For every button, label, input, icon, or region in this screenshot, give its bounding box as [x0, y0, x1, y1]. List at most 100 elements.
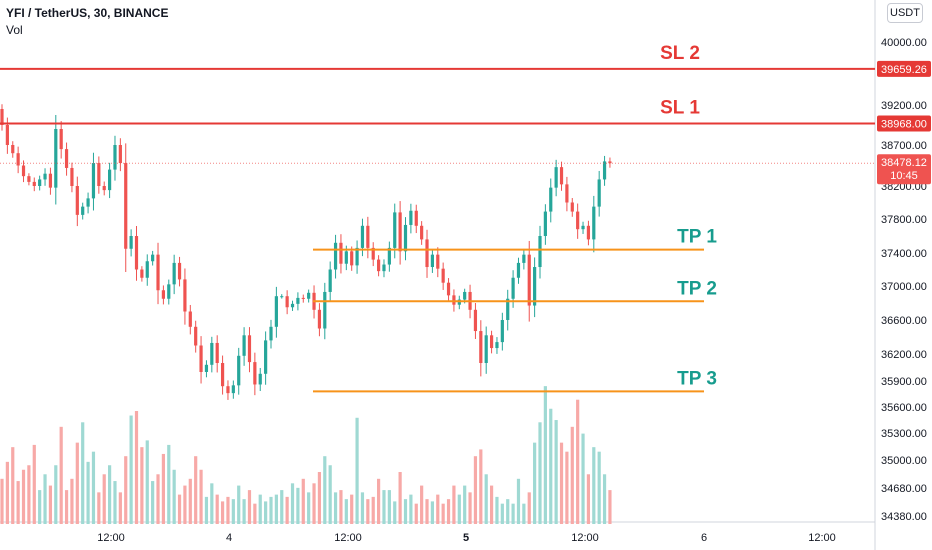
price-axis-tick: 34680.00 [881, 483, 927, 495]
volume-bar [194, 456, 198, 524]
volume-bar [393, 501, 397, 524]
volume-bar [543, 386, 547, 524]
candle-body [393, 212, 397, 248]
volume-bar [516, 478, 521, 524]
volume-bar [38, 490, 42, 524]
candle-body [549, 187, 553, 212]
price-axis-tick: 37400.00 [881, 248, 927, 260]
volume-bar [156, 474, 160, 524]
volume-bar [231, 499, 235, 524]
volume-bar [565, 451, 569, 524]
candle-body [446, 282, 451, 296]
price-axis-tick: 35600.00 [881, 402, 927, 414]
volume-bar [559, 442, 564, 524]
price-axis-tick: 35900.00 [881, 376, 927, 388]
volume-bar [570, 426, 574, 524]
candle-body [333, 242, 338, 270]
volume-bar [430, 501, 434, 524]
last-price-value: 38478.12 [881, 157, 927, 169]
candle-body [576, 211, 580, 230]
candle-body [436, 254, 440, 269]
volume-bar [253, 503, 257, 524]
candle-body [27, 176, 31, 182]
volume-indicator-label[interactable]: Vol [6, 23, 23, 37]
volume-bar [237, 485, 241, 524]
candle-body [258, 373, 262, 385]
volume-bar [16, 481, 20, 524]
volume-bar [500, 503, 504, 524]
candle-body [511, 277, 515, 299]
volume-bar [350, 494, 354, 524]
time-axis-tick: 6 [701, 532, 707, 544]
candle-body [328, 269, 332, 292]
volume-bar [441, 503, 445, 524]
volume-bar [473, 456, 478, 524]
volume-bar [425, 499, 429, 524]
candle-body [253, 362, 257, 385]
volume-bar [554, 420, 558, 524]
volume-bar [215, 494, 219, 524]
volume-bar [484, 474, 488, 524]
candle-body [382, 264, 386, 272]
volume-bar [377, 478, 381, 524]
candle-body [339, 242, 343, 264]
candle-body [360, 225, 365, 248]
candle-body [570, 202, 574, 212]
volume-bar [533, 442, 537, 524]
stop-loss-label: SL 1 [660, 98, 700, 119]
volume-bar [280, 490, 284, 524]
price-axis-tick: 36600.00 [881, 315, 927, 327]
price-axis-tick: 35300.00 [881, 428, 927, 440]
volume-bar [59, 426, 63, 524]
candle-body [188, 311, 192, 327]
currency-selector[interactable]: USDT [887, 3, 923, 23]
volume-bar [161, 453, 165, 524]
candle-body [484, 335, 488, 363]
volume-bar [436, 494, 440, 524]
candle-body [108, 169, 112, 191]
volume-bar [290, 483, 295, 524]
candle-body [403, 224, 408, 252]
candle-body [597, 179, 601, 207]
price-axis-tick: 39200.00 [881, 100, 927, 112]
volume-bar [398, 472, 402, 524]
volume-bar [463, 485, 467, 524]
take-profit-label: TP 1 [677, 227, 717, 248]
candle-body [118, 145, 122, 164]
volume-bar [328, 465, 332, 524]
candle-body [398, 212, 402, 252]
price-axis-tick: 37000.00 [881, 281, 927, 293]
candle-body [237, 355, 241, 386]
candle-body [559, 167, 564, 185]
volume-bar [301, 478, 305, 524]
volume-bar [360, 492, 365, 524]
price-tag-value: 39659.26 [881, 64, 927, 76]
volume-bar [264, 501, 268, 524]
candle-body [140, 269, 144, 278]
candle-body [430, 254, 434, 268]
candle-body [290, 303, 295, 308]
candle-body [543, 211, 547, 236]
volume-bar [27, 465, 31, 524]
price-tag-value: 38968.00 [881, 119, 927, 131]
candle-body [247, 335, 252, 363]
volume-bar [124, 456, 128, 524]
candle-body [425, 239, 429, 268]
volume-bar [113, 481, 117, 524]
volume-bar [403, 499, 408, 524]
candle-body [269, 326, 273, 341]
candle-body [350, 251, 354, 266]
volume-bar [134, 411, 139, 524]
price-axis-tick: 40000.00 [881, 37, 927, 49]
volume-bar [108, 465, 112, 524]
candle-body [59, 129, 63, 150]
candle-body [274, 296, 278, 327]
volume-bar [549, 408, 553, 524]
volume-bar [75, 442, 79, 524]
symbol-title[interactable]: YFI / TetherUS, 30, BINANCE [6, 6, 169, 20]
price-axis-tick: 37800.00 [881, 214, 927, 226]
volume-bar [274, 494, 278, 524]
candle-body [11, 145, 15, 154]
price-axis-tick: 36200.00 [881, 349, 927, 361]
